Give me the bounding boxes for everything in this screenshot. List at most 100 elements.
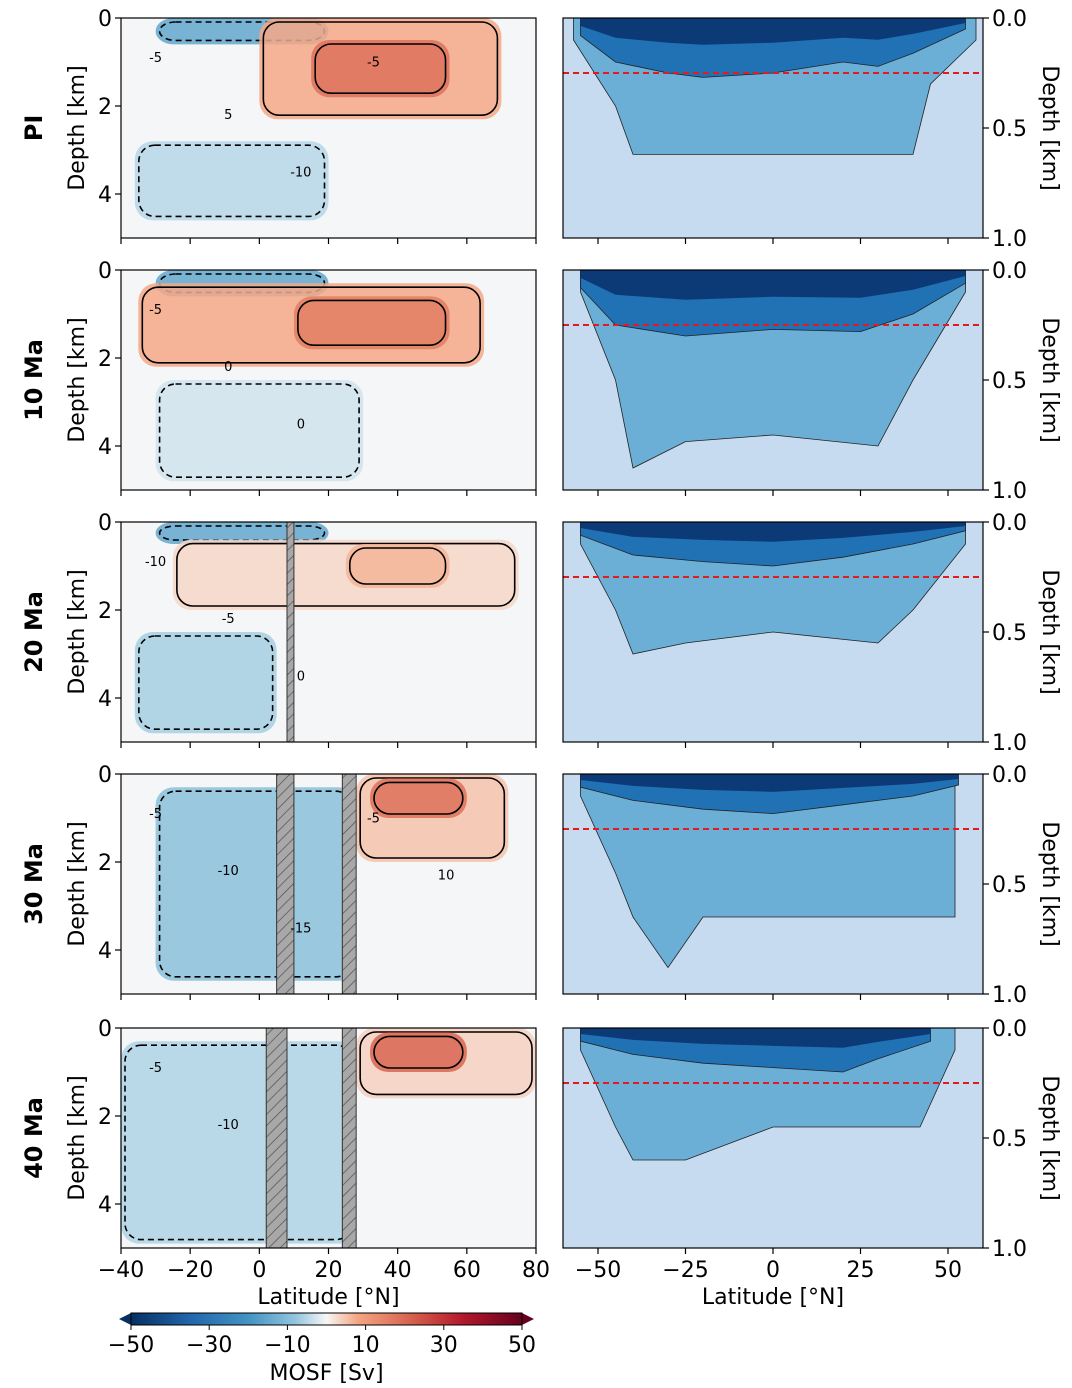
y-axis-label: Depth [km] <box>1037 569 1062 694</box>
y-tick-label: 2 <box>98 95 112 120</box>
y-tick-label: 4 <box>98 687 112 712</box>
surface-layer <box>580 270 966 300</box>
y-tick-label: 4 <box>98 183 112 208</box>
x-tick-label: −25 <box>662 1258 708 1283</box>
y-tick-label: 0.5 <box>992 621 1027 646</box>
mosf-contour <box>158 383 360 478</box>
colorbar: −50 −30 −10 10 30 50 MOSF [Sv] <box>108 1312 536 1386</box>
y-tick-label: 1.0 <box>992 731 1027 756</box>
row-label: 30 Ma <box>20 843 48 925</box>
x-tick-label: 50 <box>934 1258 962 1283</box>
mosf-contour <box>373 1035 464 1069</box>
x-tick-label: 0 <box>252 1258 266 1283</box>
y-tick-label: 1.0 <box>992 983 1027 1008</box>
mosf-region <box>121 1041 357 1244</box>
contour-label: 0 <box>224 360 232 375</box>
stratification-panel: 0.0 0.5 1.0 Depth [km] <box>562 511 1062 756</box>
contour-label: 10 <box>438 869 455 884</box>
row-label: 40 Ma <box>20 1097 48 1179</box>
x-axis-label: Latitude [°N] <box>702 1285 844 1310</box>
colorbar-min-extend <box>119 1313 131 1325</box>
surface-layer <box>580 18 966 45</box>
mosf-contour <box>348 547 447 585</box>
x-axis-label: Latitude [°N] <box>257 1285 399 1310</box>
row-label: PI <box>20 115 48 142</box>
contour-label: -10 <box>290 165 311 180</box>
contour-label: -5 <box>222 612 235 627</box>
barrier-band <box>286 521 295 743</box>
y-tick-label: 0 <box>98 7 112 32</box>
x-tick-label: 80 <box>522 1258 550 1283</box>
y-tick-label: 4 <box>98 939 112 964</box>
y-tick-label: 0.0 <box>992 259 1027 284</box>
contour-label: -5 <box>149 51 162 66</box>
y-tick-label: 1.0 <box>992 479 1027 504</box>
colorbar-max-extend <box>522 1313 534 1325</box>
y-tick-label: 1.0 <box>992 227 1027 252</box>
contour-label: 0 <box>297 417 305 432</box>
mosf-region <box>134 141 329 221</box>
barrier-band <box>341 1027 357 1249</box>
stratification-panel: 0.0 0.5 1.0 Depth [km] <box>562 763 1062 1008</box>
contour-label: -10 <box>218 864 239 879</box>
contour-label: 0 <box>297 669 305 684</box>
mosf-panel: -5 -10 0 2 4 −40 −20 0 20 40 60 80 Depth [km] 40 Ma La… <box>20 1017 550 1310</box>
y-axis-label: Depth [km] <box>65 317 90 442</box>
mosf-panel: -5 -10 -15 -5 10 0 2 4 Depth [km] 30 Ma <box>20 763 537 1000</box>
colorbar-label: MOSF [Sv] <box>269 1361 383 1386</box>
surface-layer <box>580 522 966 542</box>
y-tick-label: 0 <box>98 1017 112 1042</box>
barrier-band <box>276 773 295 995</box>
contour-label: -10 <box>145 555 166 570</box>
contour-label: -10 <box>218 1118 239 1133</box>
y-tick-label: 2 <box>98 851 112 876</box>
y-axis-label: Depth [km] <box>65 65 90 190</box>
mosf-contour <box>141 286 481 364</box>
mosf-region <box>172 539 519 610</box>
y-axis-label: Depth [km] <box>1037 317 1062 442</box>
barrier-band <box>341 773 357 995</box>
x-tick-label: 60 <box>453 1258 481 1283</box>
colorbar-tick-label: −50 <box>108 1333 154 1358</box>
contour-label: -5 <box>367 55 380 70</box>
mosf-contour <box>138 635 274 730</box>
y-tick-label: 2 <box>98 599 112 624</box>
y-tick-label: 0 <box>98 511 112 536</box>
y-tick-label: 4 <box>98 1193 112 1218</box>
row-label: 20 Ma <box>20 591 48 673</box>
x-tick-label: 40 <box>384 1258 412 1283</box>
surface-layer <box>580 774 959 792</box>
y-tick-label: 0.5 <box>992 873 1027 898</box>
mosf-contour <box>359 777 506 859</box>
contour-label: -5 <box>149 807 162 822</box>
colorbar-tick-label: −30 <box>186 1333 232 1358</box>
y-axis-label: Depth [km] <box>65 821 90 946</box>
mosf-contour <box>158 525 326 541</box>
x-tick-label: −40 <box>98 1258 144 1283</box>
x-tick-label: −20 <box>167 1258 213 1283</box>
density-band <box>580 773 956 969</box>
y-tick-label: 0.5 <box>992 117 1027 142</box>
y-axis-label: Depth [km] <box>65 569 90 694</box>
x-tick-label: 20 <box>315 1258 343 1283</box>
contour-label: -15 <box>290 921 311 936</box>
y-tick-label: 0.0 <box>992 763 1027 788</box>
y-tick-label: 1.0 <box>992 1237 1027 1262</box>
mosf-panel: -5 0 0 0 2 4 Depth [km] 10 Ma <box>20 259 537 496</box>
y-tick-label: 0.5 <box>992 1127 1027 1152</box>
mosf-contour <box>359 1031 533 1096</box>
y-tick-label: 0.0 <box>992 1017 1027 1042</box>
stratification-panel: 0.0 0.5 1.0 Depth [km] <box>562 7 1062 252</box>
mosf-contour <box>314 43 447 95</box>
colorbar-tick-label: −10 <box>264 1333 310 1358</box>
y-axis-label: Depth [km] <box>1037 1075 1062 1200</box>
mosf-panel: -10 -5 0 0 2 4 Depth [km] 20 Ma <box>20 511 537 748</box>
mosf-contour <box>373 781 464 815</box>
surface-layer <box>580 1028 931 1048</box>
mosf-contour <box>138 144 326 218</box>
y-tick-label: 0.0 <box>992 7 1027 32</box>
contour-label: -5 <box>149 1061 162 1076</box>
stratification-panel: 0.0 0.5 1.0 Depth [km] <box>562 259 1062 504</box>
colorbar-tick-label: 50 <box>508 1333 536 1358</box>
